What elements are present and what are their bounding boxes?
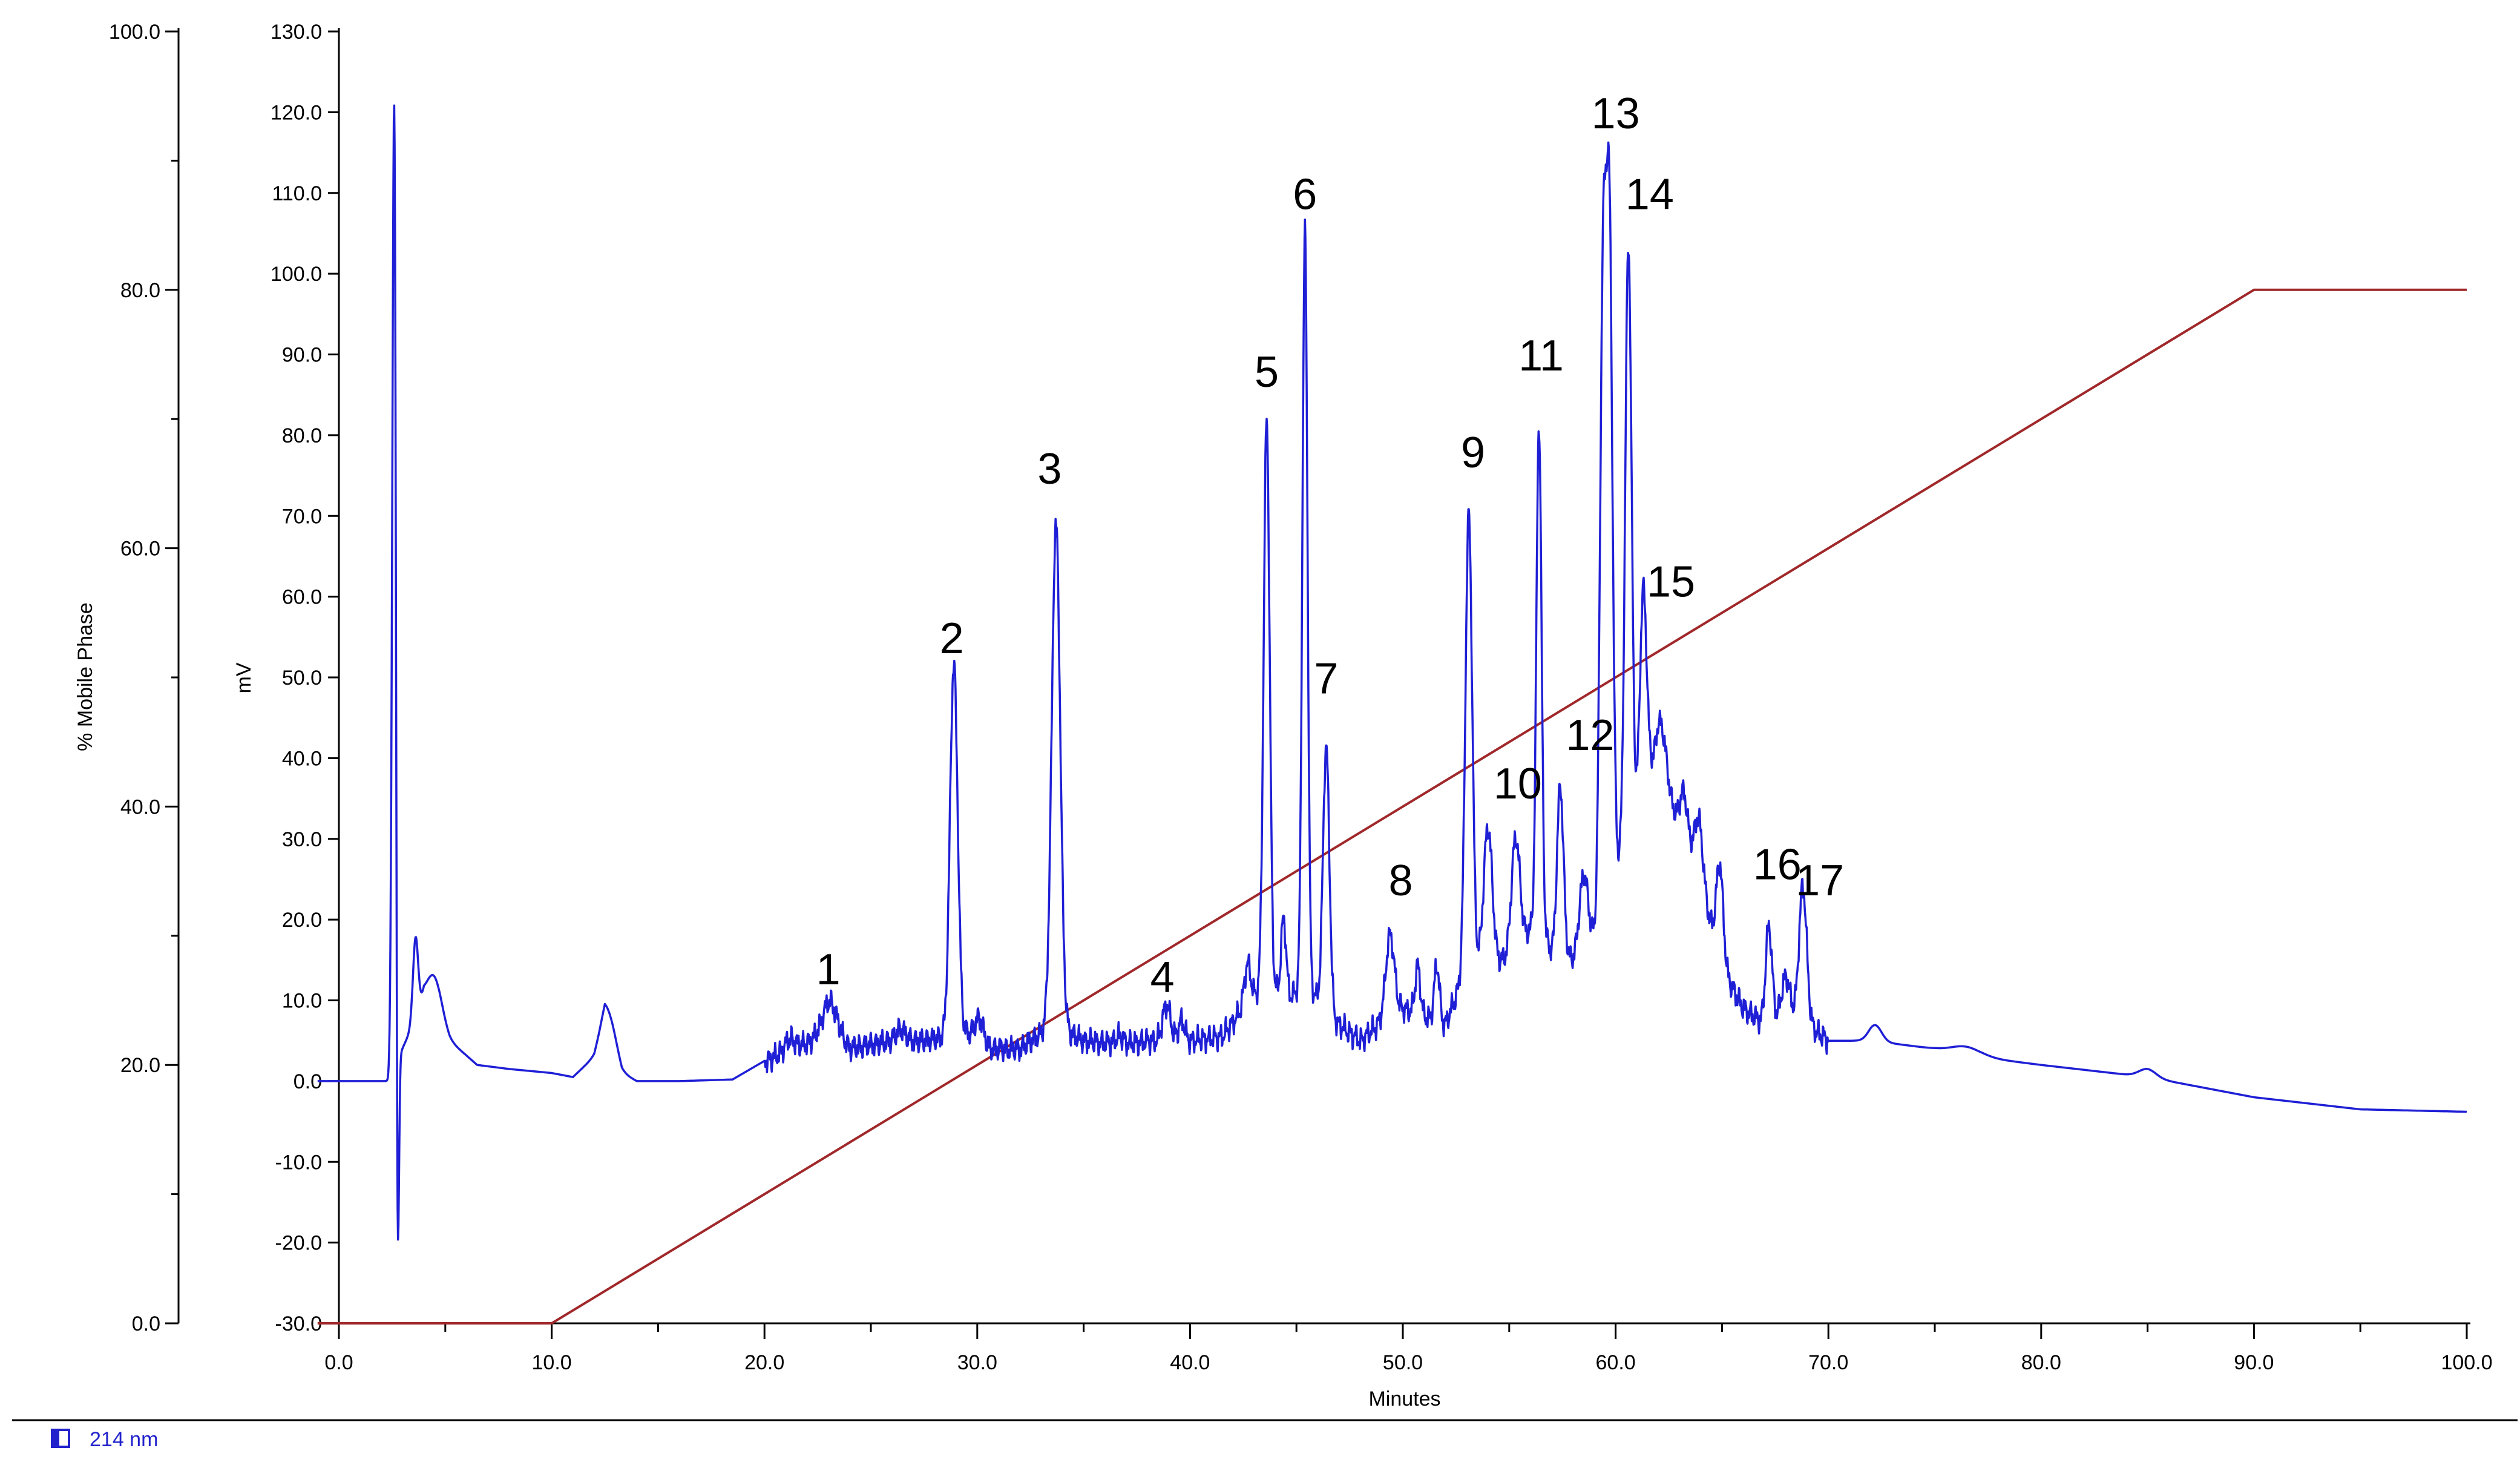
- y-mv-tick-label: 0.0: [294, 1070, 322, 1093]
- peak-label: 3: [1037, 445, 1061, 493]
- peak-label: 13: [1592, 90, 1640, 138]
- peak-label: 7: [1314, 655, 1338, 703]
- peak-label: 16: [1753, 840, 1802, 889]
- peak-label: 4: [1150, 953, 1175, 1002]
- y-mv-tick-label: 60.0: [282, 586, 322, 609]
- x-tick-label: 0.0: [324, 1351, 353, 1374]
- peak-label: 8: [1388, 857, 1413, 905]
- peak-label: 6: [1293, 170, 1317, 219]
- y-mv-tick-label: 20.0: [282, 909, 322, 932]
- axis-ticks: 0.0 10.0 20.0 30.0 40.0 50.0 60.0 70.0 80.0 90.0 1…: [109, 21, 2493, 1374]
- x-tick-label: 80.0: [2021, 1351, 2061, 1374]
- x-tick-label: 100.0: [2441, 1351, 2492, 1374]
- y-mv-tick-label: 40.0: [282, 747, 322, 770]
- y-mobile-tick-label: 60.0: [120, 538, 160, 561]
- legend-swatch-fill: [52, 1430, 59, 1447]
- peak-label: 1: [816, 946, 841, 994]
- x-tick-label: 50.0: [1383, 1351, 1423, 1374]
- y-mobile-tick-label: 100.0: [109, 21, 160, 44]
- y-mv-tick-label: 80.0: [282, 424, 322, 447]
- peak-label: 15: [1647, 558, 1695, 607]
- peak-label: 17: [1796, 857, 1844, 905]
- x-tick-label: 10.0: [532, 1351, 572, 1374]
- y-mv-tick-label: 10.0: [282, 990, 322, 1013]
- y-mv-tick-label: 70.0: [282, 505, 322, 528]
- peak-label: 5: [1255, 348, 1279, 397]
- peak-label: 14: [1626, 170, 1674, 219]
- x-tick-label: 20.0: [744, 1351, 784, 1374]
- plot-area: [317, 104, 2468, 1325]
- y-mv-tick-label: 50.0: [282, 667, 322, 690]
- y-mv-tick-label: 90.0: [282, 344, 322, 367]
- y-mobile-tick-label: 40.0: [120, 795, 160, 818]
- x-tick-label: 40.0: [1170, 1351, 1210, 1374]
- legend-label: 214 nm: [90, 1428, 158, 1451]
- y-mv-tick-label: 30.0: [282, 828, 322, 851]
- peak-label: 10: [1494, 760, 1542, 808]
- y-mv-tick-label: -20.0: [275, 1232, 323, 1255]
- legend: 214 nm: [51, 1428, 158, 1451]
- y-mobile-tick-label: 0.0: [132, 1312, 160, 1335]
- gradient-line: [317, 288, 2467, 1325]
- peak-label: 2: [940, 614, 964, 663]
- y-mv-tick-label: 100.0: [271, 263, 322, 286]
- x-axis-title: Minutes: [1368, 1387, 1440, 1410]
- y-axis-right-title: mV: [232, 662, 255, 693]
- peak-label: 9: [1461, 429, 1485, 477]
- y-mv-tick-label: 130.0: [271, 21, 322, 44]
- x-tick-label: 60.0: [1596, 1351, 1636, 1374]
- y-mobile-tick-label: 80.0: [120, 279, 160, 302]
- x-tick-label: 70.0: [1808, 1351, 1848, 1374]
- peak-label: 12: [1566, 711, 1614, 760]
- x-tick-label: 30.0: [957, 1351, 997, 1374]
- y-mv-tick-label: 120.0: [271, 101, 322, 124]
- peak-label: 11: [1518, 332, 1564, 380]
- y-mv-tick-label: -10.0: [275, 1151, 323, 1174]
- y-axis-left-title: % Mobile Phase: [74, 602, 97, 751]
- y-mv-tick-label: -30.0: [275, 1312, 323, 1335]
- y-mobile-tick-label: 20.0: [120, 1054, 160, 1077]
- x-tick-label: 90.0: [2234, 1351, 2274, 1374]
- chromatogram-line: [317, 104, 2468, 1241]
- y-mv-tick-label: 110.0: [272, 182, 322, 205]
